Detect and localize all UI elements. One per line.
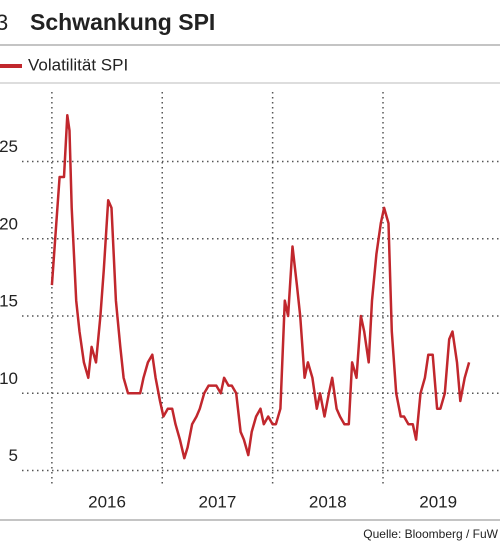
x-tick-label: 2017 xyxy=(199,492,237,511)
x-tick-label: 2018 xyxy=(309,492,347,511)
source: Quelle: Bloomberg / FuW xyxy=(363,527,498,541)
y-tick-label: 25 xyxy=(0,137,18,156)
y-tick-label: 10 xyxy=(0,369,18,388)
x-tick-label: 2016 xyxy=(88,492,126,511)
chart-title: Schwankung SPI xyxy=(30,9,215,35)
y-tick-label: 5 xyxy=(9,446,18,465)
data-line xyxy=(50,113,471,460)
legend-label: Volatilität SPI xyxy=(28,55,128,74)
y-tick-label: 15 xyxy=(0,292,18,311)
y-tick-label: 20 xyxy=(0,214,18,233)
chart-number: 3 xyxy=(0,10,8,35)
x-tick-label: 2019 xyxy=(419,492,457,511)
